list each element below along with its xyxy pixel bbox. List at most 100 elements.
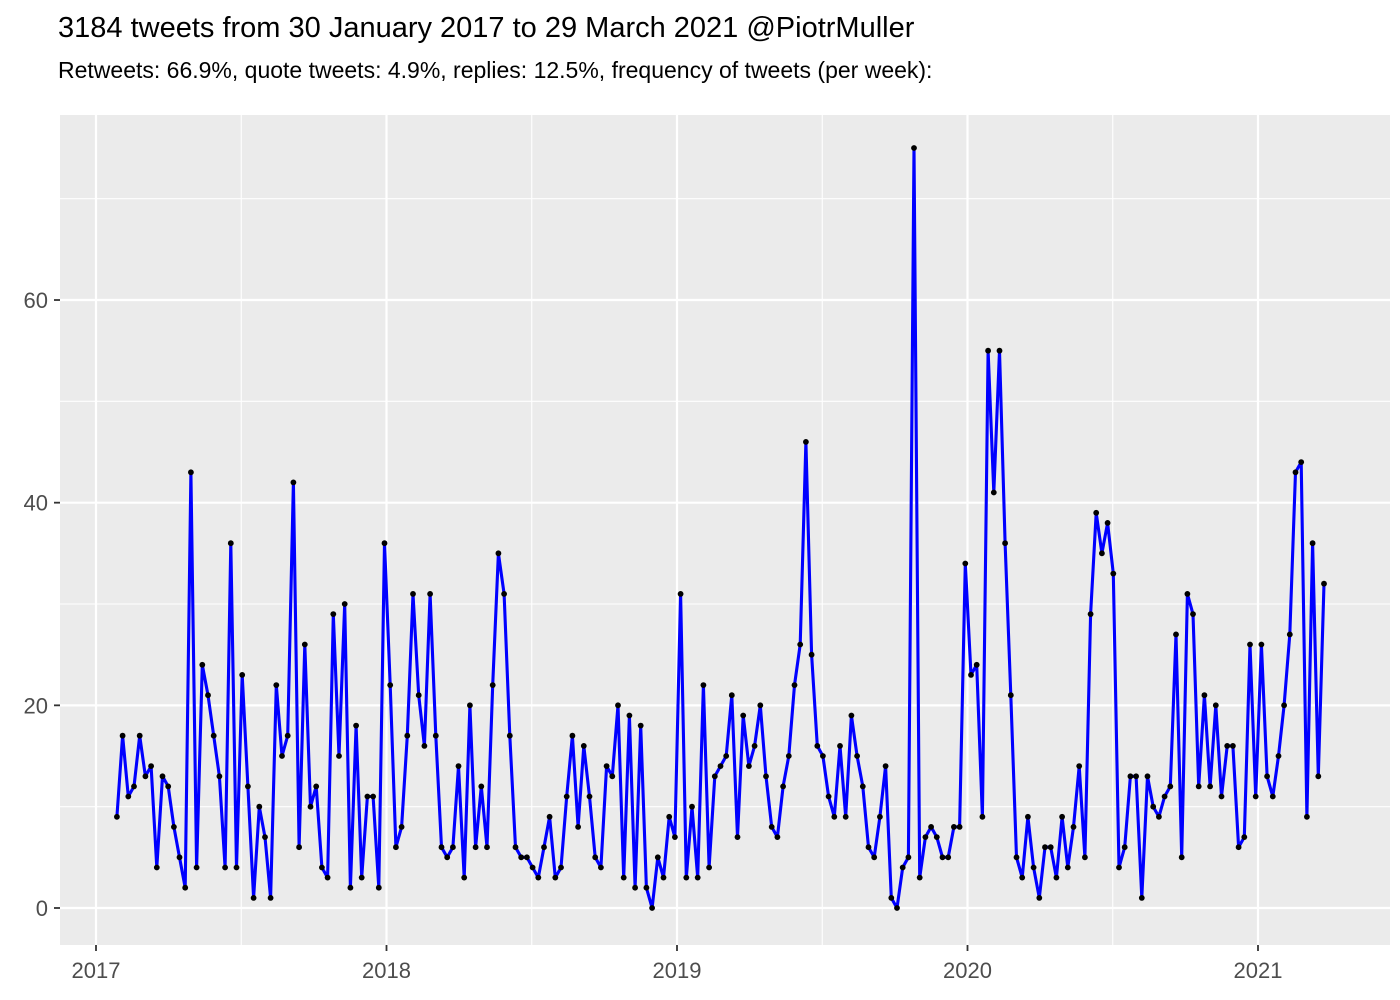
data-point xyxy=(415,692,422,699)
data-point xyxy=(353,722,359,729)
data-point xyxy=(586,793,593,800)
data-point xyxy=(728,692,735,699)
data-point xyxy=(848,712,855,719)
data-point xyxy=(324,874,331,881)
data-point xyxy=(398,824,405,830)
data-point xyxy=(524,854,530,861)
data-point xyxy=(1030,864,1037,871)
data-point xyxy=(962,560,969,567)
data-point xyxy=(569,732,576,739)
data-point xyxy=(1150,803,1157,810)
data-point xyxy=(649,905,655,911)
data-point xyxy=(279,753,285,759)
data-point xyxy=(558,864,564,871)
data-point xyxy=(165,783,172,790)
data-point xyxy=(990,489,997,496)
data-point xyxy=(341,601,348,607)
data-point xyxy=(643,884,650,891)
data-point xyxy=(1013,854,1020,861)
data-point xyxy=(1298,459,1305,465)
data-point xyxy=(694,874,701,881)
data-point xyxy=(1304,813,1310,820)
y-tick-label: 0 xyxy=(36,896,48,921)
data-point xyxy=(871,854,878,861)
data-point xyxy=(227,540,234,547)
data-point xyxy=(489,682,496,688)
data-point xyxy=(763,773,769,780)
data-point xyxy=(1099,550,1105,557)
data-point xyxy=(945,854,952,861)
data-point xyxy=(877,813,883,820)
data-point xyxy=(894,905,900,911)
data-point xyxy=(592,854,599,861)
data-point xyxy=(148,763,155,769)
data-point xyxy=(859,783,866,790)
data-point xyxy=(290,479,297,486)
data-point xyxy=(1292,469,1299,476)
data-point xyxy=(928,824,934,830)
data-point xyxy=(603,763,610,769)
data-point xyxy=(529,864,536,871)
data-point xyxy=(911,145,917,151)
data-point xyxy=(1070,824,1077,830)
data-point xyxy=(654,854,661,861)
data-point xyxy=(768,824,775,830)
data-point xyxy=(1321,580,1327,587)
chart-title: 3184 tweets from 30 January 2017 to 29 M… xyxy=(58,12,915,44)
data-point xyxy=(506,732,513,739)
data-point xyxy=(1007,692,1014,699)
data-point xyxy=(820,753,826,759)
data-point xyxy=(632,884,638,891)
data-point xyxy=(1059,813,1065,820)
data-point xyxy=(444,854,451,861)
data-point xyxy=(1156,813,1162,820)
data-point xyxy=(780,783,786,790)
data-point xyxy=(330,611,337,617)
data-point xyxy=(700,682,707,688)
data-point xyxy=(364,793,371,800)
data-point xyxy=(119,732,126,739)
data-point xyxy=(666,813,673,820)
data-point xyxy=(1042,844,1048,851)
data-point xyxy=(1025,813,1031,820)
data-point xyxy=(1269,793,1276,800)
data-point xyxy=(1252,793,1259,800)
data-point xyxy=(1002,540,1008,547)
data-point xyxy=(1019,874,1026,881)
data-point xyxy=(381,540,388,547)
data-point xyxy=(125,793,132,800)
data-point xyxy=(996,347,1003,354)
data-point xyxy=(1127,773,1134,780)
data-point xyxy=(706,864,712,871)
data-point xyxy=(222,864,229,871)
data-point xyxy=(455,763,462,769)
data-point xyxy=(1121,844,1128,851)
data-point xyxy=(1230,743,1236,749)
data-point xyxy=(563,793,570,800)
data-point xyxy=(683,874,690,881)
data-point xyxy=(626,712,633,719)
data-point xyxy=(313,783,320,790)
data-point xyxy=(785,753,792,759)
data-point xyxy=(1275,753,1282,759)
data-point xyxy=(370,793,376,800)
data-point xyxy=(404,732,411,739)
data-point xyxy=(888,895,895,901)
data-point xyxy=(262,834,268,840)
data-point xyxy=(1212,702,1219,709)
data-point xyxy=(1315,773,1322,780)
data-point xyxy=(797,641,804,648)
x-tick-label: 2020 xyxy=(943,958,992,983)
data-point xyxy=(256,803,263,810)
data-point xyxy=(461,874,468,881)
data-point xyxy=(1053,874,1060,881)
data-point xyxy=(427,591,433,597)
data-point xyxy=(1258,641,1265,648)
data-point xyxy=(336,753,342,759)
data-point xyxy=(580,743,587,749)
data-point xyxy=(131,783,137,790)
data-point xyxy=(393,844,399,851)
data-point xyxy=(854,753,860,759)
